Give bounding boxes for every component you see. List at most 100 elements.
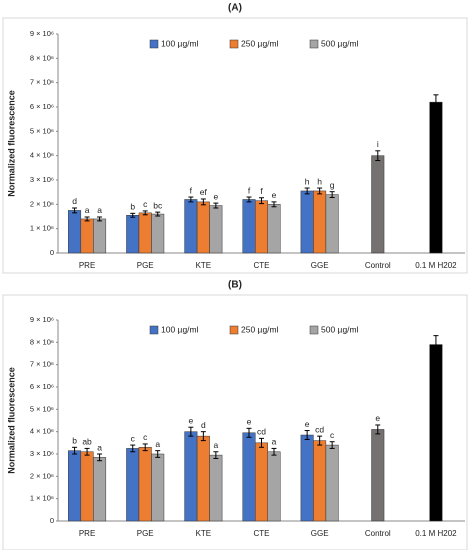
y-tick-label: 3 × 10⁶ bbox=[30, 449, 54, 458]
significance-letter: e bbox=[213, 191, 218, 201]
y-tick-label: 8 × 10⁶ bbox=[30, 53, 54, 62]
bar bbox=[267, 451, 281, 522]
y-tick-label: 7 × 10⁶ bbox=[30, 78, 54, 87]
significance-letter: c bbox=[330, 430, 335, 440]
significance-letter: cd bbox=[315, 424, 324, 434]
significance-letter: f bbox=[260, 186, 263, 196]
bar bbox=[325, 444, 339, 522]
significance-letter: c bbox=[143, 199, 148, 209]
legend-label: 500 µg/ml bbox=[321, 38, 359, 48]
legend-swatch bbox=[309, 325, 319, 335]
bar bbox=[255, 200, 268, 254]
x-tick-label: PRE bbox=[79, 529, 95, 538]
y-tick-label: 6 × 10⁶ bbox=[30, 102, 54, 111]
bar bbox=[255, 442, 268, 522]
legend-swatch bbox=[149, 325, 159, 335]
bar bbox=[300, 190, 314, 254]
x-tick-label: GGE bbox=[311, 529, 329, 538]
significance-letter: e bbox=[247, 417, 252, 427]
bar bbox=[242, 199, 256, 254]
bar bbox=[371, 429, 385, 522]
legend-swatch bbox=[309, 39, 319, 49]
legend-label: 250 µg/ml bbox=[241, 38, 279, 48]
y-tick-label: 5 × 10⁶ bbox=[30, 126, 54, 135]
x-tick-label: KTE bbox=[196, 529, 212, 538]
y-tick-label: 5 × 10⁶ bbox=[30, 404, 54, 413]
bar bbox=[138, 212, 152, 254]
legend-label: 500 µg/ml bbox=[321, 324, 359, 334]
significance-letter: a bbox=[155, 439, 160, 449]
bar bbox=[300, 434, 314, 522]
legend-label: 100 µg/ml bbox=[161, 324, 199, 334]
bar bbox=[93, 457, 107, 522]
significance-letter: a bbox=[272, 437, 277, 447]
significance-letter: h bbox=[305, 176, 310, 186]
significance-letter: e bbox=[188, 415, 193, 425]
panel-frame bbox=[2, 17, 468, 274]
y-tick-label: 1 × 10⁶ bbox=[30, 494, 54, 503]
bar bbox=[196, 201, 210, 254]
significance-letter: a bbox=[213, 440, 218, 450]
x-tick-label: KTE bbox=[196, 261, 212, 270]
bar bbox=[126, 215, 140, 254]
significance-letter: e bbox=[305, 419, 310, 429]
significance-letter: d bbox=[72, 196, 77, 206]
legend-swatch bbox=[229, 325, 239, 335]
y-tick-label: 9 × 10⁶ bbox=[30, 29, 54, 38]
significance-letter: cd bbox=[257, 427, 266, 437]
bar bbox=[242, 432, 256, 522]
significance-letter: c bbox=[131, 433, 136, 443]
bar bbox=[80, 451, 94, 522]
y-tick-label: 3 × 10⁶ bbox=[30, 175, 54, 184]
y-tick-label: 0 bbox=[50, 248, 54, 257]
x-tick-label: 0.1 M H202 bbox=[415, 529, 457, 538]
legend-label: 250 µg/ml bbox=[241, 324, 279, 334]
significance-letter: a bbox=[97, 205, 102, 215]
bar bbox=[80, 218, 94, 254]
bar bbox=[151, 213, 165, 254]
y-tick-label: 1 × 10⁶ bbox=[30, 224, 54, 233]
y-tick-label: 8 × 10⁶ bbox=[30, 337, 54, 346]
y-tick-label: 0 bbox=[50, 516, 54, 525]
significance-letter: d bbox=[201, 420, 206, 430]
x-tick-label: GGE bbox=[311, 261, 329, 270]
significance-letter: b bbox=[130, 202, 135, 212]
bar bbox=[126, 448, 140, 522]
significance-letter: e bbox=[272, 190, 277, 200]
x-tick-label: CTE bbox=[254, 529, 270, 538]
significance-letter: f bbox=[248, 185, 251, 195]
y-tick-label: 9 × 10⁶ bbox=[30, 315, 54, 324]
bar bbox=[209, 205, 223, 254]
significance-letter: g bbox=[330, 180, 335, 190]
bar bbox=[93, 218, 107, 254]
y-tick-label: 6 × 10⁶ bbox=[30, 382, 54, 391]
bar bbox=[371, 155, 385, 254]
x-tick-label: PRE bbox=[79, 261, 95, 270]
significance-letter: e bbox=[375, 413, 380, 423]
significance-letter: h bbox=[317, 176, 322, 186]
bar bbox=[68, 450, 82, 522]
bar bbox=[429, 344, 443, 522]
y-axis-label: Normalized fluorescence bbox=[6, 90, 16, 197]
y-tick-label: 2 × 10⁶ bbox=[30, 471, 54, 480]
bar bbox=[138, 447, 152, 522]
x-tick-label: PGE bbox=[137, 529, 154, 538]
bar bbox=[209, 454, 223, 522]
y-axis-label: Normalized fluorescence bbox=[6, 367, 16, 474]
x-tick-label: 0.1 M H202 bbox=[415, 261, 457, 270]
legend-swatch bbox=[229, 39, 239, 49]
significance-letter: bc bbox=[153, 200, 163, 210]
bar bbox=[184, 431, 198, 522]
legend-label: 100 µg/ml bbox=[161, 38, 199, 48]
bar bbox=[184, 199, 198, 254]
y-tick-label: 4 × 10⁶ bbox=[30, 151, 54, 160]
bar bbox=[151, 453, 165, 522]
bar bbox=[313, 190, 327, 254]
chart-title: (B) bbox=[228, 280, 242, 291]
bar bbox=[325, 194, 339, 254]
bar bbox=[196, 435, 210, 522]
x-tick-label: CTE bbox=[254, 261, 270, 270]
x-tick-label: PGE bbox=[137, 261, 154, 270]
